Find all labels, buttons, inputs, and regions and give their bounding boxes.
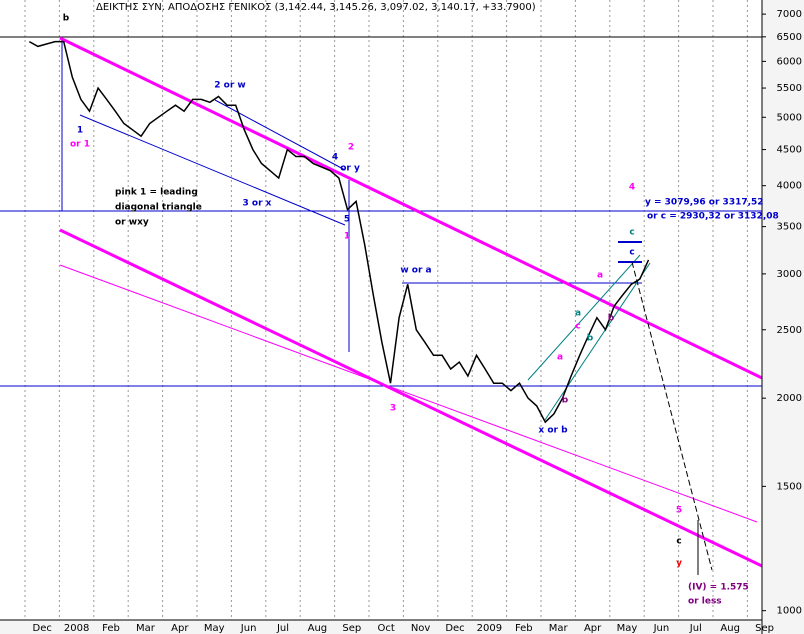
annotation: 3 or x: [243, 199, 272, 209]
x-tick-label: Nov: [411, 623, 431, 634]
x-tick-label: May: [204, 623, 225, 634]
axis-area: [0, 620, 762, 634]
x-tick-label: Sep: [755, 623, 774, 634]
y-tick-label: 5500: [777, 83, 802, 94]
y-tick-label: 5000: [777, 112, 802, 123]
x-tick-label: Jul: [276, 623, 289, 634]
annotation: (IV) = 1.575: [688, 583, 749, 593]
y-tick-label: 6000: [777, 56, 802, 67]
trend-line: [544, 262, 651, 421]
x-tick-label: Mar: [549, 623, 569, 634]
annotation: y: [676, 559, 682, 569]
annotation: c: [629, 248, 634, 258]
y-tick-label: 4500: [777, 145, 802, 156]
annotation: b: [608, 314, 615, 324]
annotation: b: [63, 14, 70, 24]
annotation: b: [587, 334, 594, 344]
x-tick-label: Aug: [720, 623, 740, 634]
x-tick-label: Feb: [515, 623, 533, 634]
x-tick-label: Sep: [342, 623, 361, 634]
x-tick-label: May: [617, 623, 638, 634]
annotation: c: [629, 228, 634, 238]
y-tick-label: 2000: [777, 393, 802, 404]
x-tick-label: 2008: [64, 623, 89, 634]
x-tick-label: Oct: [378, 623, 395, 634]
y-tick-label: 4000: [777, 181, 802, 192]
annotation: x or b: [538, 426, 568, 436]
price-line: [28, 40, 650, 424]
annotation: or y: [340, 164, 360, 174]
x-tick-label: Apr: [584, 623, 602, 634]
x-tick-label: Mar: [136, 623, 156, 634]
y-tick-label: 1500: [777, 481, 802, 492]
annotation: or 1: [70, 140, 90, 150]
annotation: or c = 2930,32 or 3132,08: [647, 212, 779, 222]
trend-line: [79, 114, 346, 226]
annotation: 4: [629, 183, 635, 193]
x-tick-label: 2009: [477, 623, 502, 634]
trend-line: [59, 264, 758, 523]
annotation: c: [575, 322, 580, 332]
y-tick-label: 2500: [777, 325, 802, 336]
annotation: diagonal triangle: [115, 203, 202, 213]
annotation: or less: [688, 597, 722, 607]
annotation: a: [557, 353, 563, 363]
y-tick-label: 3500: [777, 222, 802, 233]
annotation: a: [597, 271, 603, 281]
y-tick-label: 3000: [777, 269, 802, 280]
annotation: pink 1 = leading: [115, 188, 198, 198]
x-tick-label: Dec: [33, 623, 52, 634]
annotation: y = 3079,96 or 3317,52: [645, 198, 764, 208]
annotation: 1: [77, 126, 83, 136]
x-tick-label: Jul: [689, 623, 702, 634]
x-tick-label: Feb: [102, 623, 120, 634]
axis-area: [762, 0, 804, 634]
annotation: c: [676, 537, 681, 547]
annotation: 5: [676, 506, 682, 516]
y-tick-label: 1000: [777, 606, 802, 617]
x-tick-label: Aug: [308, 623, 328, 634]
annotation: 3: [390, 404, 396, 414]
annotation: 2 or w: [214, 81, 245, 91]
projection-line: [631, 261, 713, 571]
x-tick-label: Jun: [240, 623, 257, 634]
annotation: b: [562, 396, 569, 406]
x-tick-label: Dec: [445, 623, 464, 634]
annotation: w or a: [400, 266, 431, 276]
trend-line: [214, 99, 346, 171]
chart-title: ΔΕΙΚΤΗΣ ΣΥΝ. ΑΠΟΔΟΣΗΣ ΓΕΝΙΚΟΣ (3,142.44,…: [96, 2, 536, 13]
y-tick-label: 7000: [777, 9, 802, 20]
annotation: a: [575, 309, 581, 319]
annotation: 2: [348, 143, 354, 153]
annotation: 5: [344, 215, 350, 225]
x-tick-label: Jun: [653, 623, 670, 634]
annotation: 1: [344, 232, 350, 242]
annotation: 4: [332, 153, 338, 163]
trend-line: [59, 228, 763, 568]
trend-line: [59, 36, 763, 380]
trend-line: [527, 254, 641, 381]
x-tick-label: Apr: [171, 623, 189, 634]
annotation: or wxy: [115, 218, 149, 228]
y-tick-label: 6500: [777, 32, 802, 43]
